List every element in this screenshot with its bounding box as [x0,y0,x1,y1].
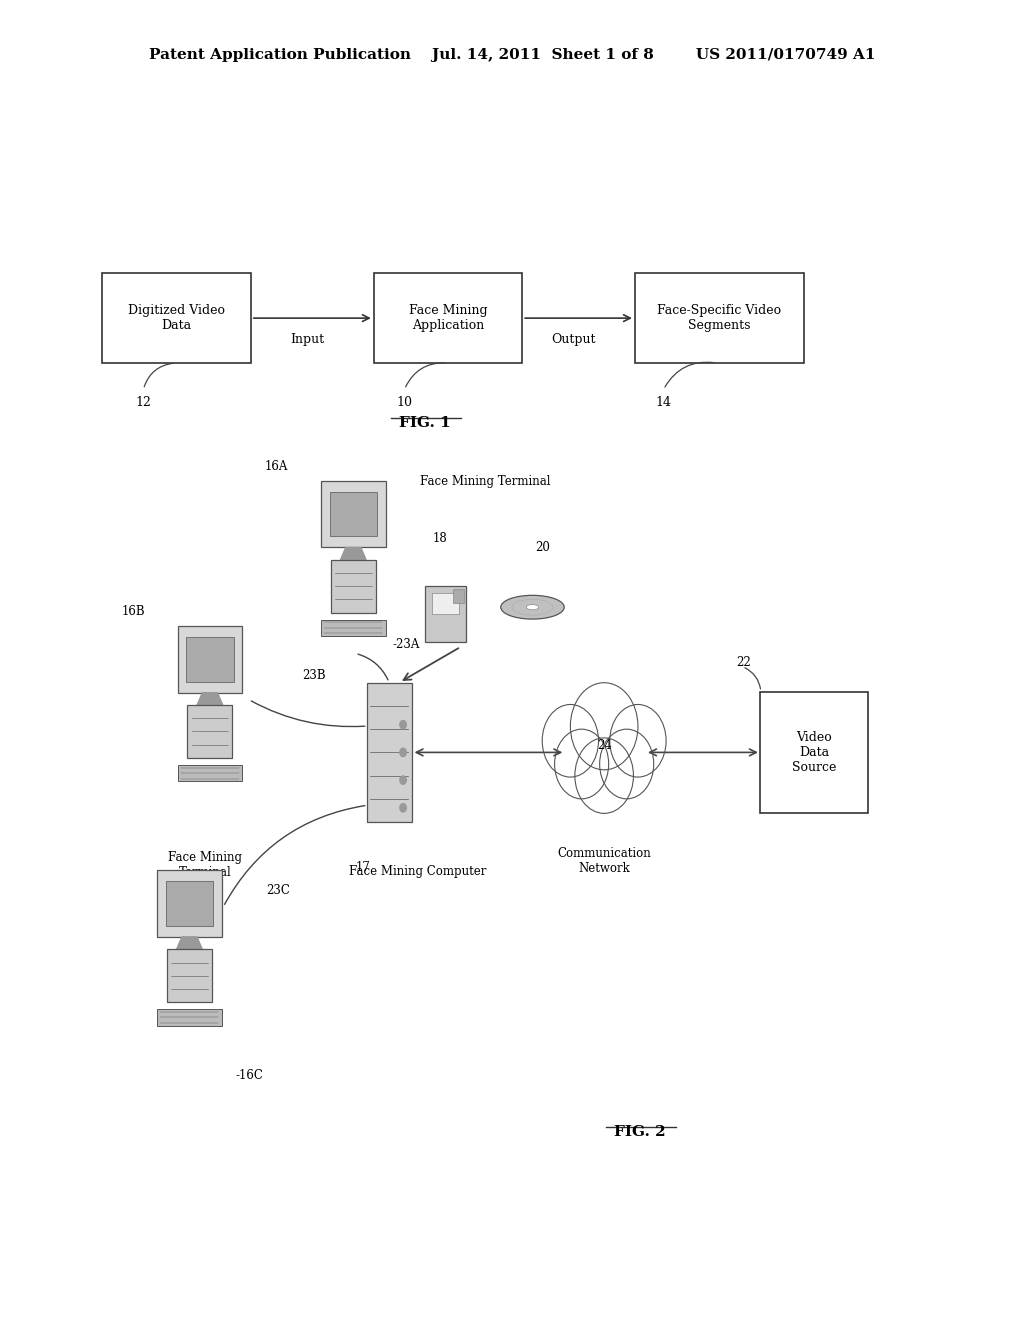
Text: Face Mining
Terminal: Face Mining Terminal [168,851,242,879]
Text: 14: 14 [655,396,672,409]
Text: 16B: 16B [121,605,145,618]
Text: Patent Application Publication    Jul. 14, 2011  Sheet 1 of 8        US 2011/017: Patent Application Publication Jul. 14, … [148,48,876,62]
Text: -16C: -16C [236,1069,263,1082]
Ellipse shape [501,595,564,619]
Bar [158,1008,221,1026]
Circle shape [399,804,407,812]
Circle shape [600,729,653,799]
Text: Communication
Network: Communication Network [557,847,651,875]
Circle shape [399,721,407,729]
Text: 22: 22 [736,656,751,669]
Bar [367,682,412,821]
Text: Face Mining Computer: Face Mining Computer [349,865,486,878]
Text: 10: 10 [396,396,413,409]
Text: 12: 12 [135,396,152,409]
Polygon shape [176,937,203,949]
Text: 18: 18 [433,532,447,545]
Circle shape [399,748,407,756]
Text: 24: 24 [597,739,611,752]
Circle shape [399,776,407,784]
Text: FIG. 1: FIG. 1 [399,416,451,430]
Bar [186,638,233,681]
Text: -23A: -23A [392,638,420,651]
Ellipse shape [526,605,539,610]
Bar [425,586,466,642]
Text: Video
Data
Source: Video Data Source [792,731,837,774]
Bar [331,560,376,612]
Text: 16A: 16A [265,459,288,473]
Bar [760,692,868,813]
Circle shape [574,738,634,813]
Text: Face Mining Terminal: Face Mining Terminal [420,475,550,488]
Polygon shape [197,693,223,705]
FancyBboxPatch shape [635,273,804,363]
Bar [158,870,221,937]
Bar [322,619,385,636]
FancyBboxPatch shape [374,273,522,363]
Text: Face-Specific Video
Segments: Face-Specific Video Segments [657,304,781,333]
Text: Input: Input [290,333,325,346]
Text: 23C: 23C [266,884,290,898]
Bar [166,882,213,925]
Text: FIG. 2: FIG. 2 [614,1125,666,1139]
Bar [453,589,464,603]
Bar [178,764,242,781]
Bar [187,705,232,758]
Text: Output: Output [551,333,596,346]
Circle shape [609,705,666,777]
Bar [322,480,385,548]
Polygon shape [340,548,367,560]
Text: Digitized Video
Data: Digitized Video Data [128,304,225,333]
Circle shape [543,705,598,777]
Text: 23B: 23B [302,669,326,682]
Bar [432,593,459,614]
Circle shape [555,729,608,799]
Circle shape [570,682,638,770]
FancyBboxPatch shape [102,273,251,363]
Text: Face Mining
Application: Face Mining Application [409,304,487,333]
Bar [330,492,377,536]
Bar [178,626,242,693]
Text: 20: 20 [536,541,550,554]
Bar [167,949,212,1002]
Text: 17: 17 [356,861,371,874]
